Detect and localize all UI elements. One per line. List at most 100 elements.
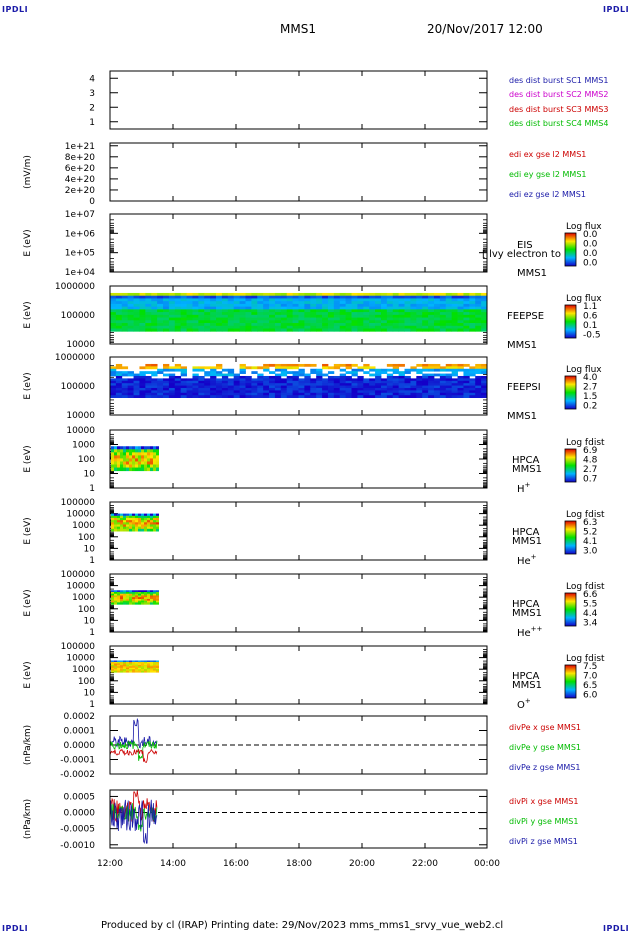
heatmap-cell (274, 292, 282, 297)
heatmap-cell (333, 292, 341, 297)
heatmap-cell (168, 306, 176, 310)
heatmap-cell (369, 380, 376, 384)
heatmap-cell (186, 320, 193, 324)
heatmap-cell (117, 600, 120, 603)
heatmap-cell (316, 317, 323, 321)
heatmap-cell (180, 387, 187, 391)
colorbar-tick-label: 0.0 (583, 249, 598, 259)
heatmap-cell (316, 385, 323, 389)
heatmap-cell (428, 295, 435, 299)
heatmap-cell (210, 390, 217, 394)
heatmap-cell (357, 292, 364, 297)
heatmap-cell (233, 292, 240, 297)
heatmap-cell (132, 593, 135, 596)
heatmap-cell (180, 385, 187, 389)
heatmap-cell (151, 383, 158, 386)
heatmap-cell (210, 375, 217, 379)
heatmap-cell (110, 368, 117, 372)
heatmap-cell (216, 309, 223, 313)
heatmap-cell (114, 522, 117, 525)
heatmap-cell (481, 395, 488, 398)
heatmap-cell (463, 378, 470, 382)
heatmap-cell (433, 301, 441, 305)
heatmap-cell (121, 325, 129, 329)
instrument-label: HPCA (512, 527, 540, 538)
heatmap-cell (141, 452, 144, 456)
heatmap-cell (192, 373, 199, 377)
heatmap-cell (114, 597, 117, 600)
heatmap-cell (123, 600, 126, 603)
heatmap-cell (304, 306, 311, 310)
panel-9: E (eV)100000100001000100101HPCAMMS1O+Log… (23, 642, 605, 711)
heatmap-cell (463, 312, 470, 316)
heatmap-cell (126, 600, 129, 603)
heatmap-cell (439, 298, 447, 302)
heatmap-cell (227, 309, 235, 313)
heatmap-cell (129, 602, 132, 605)
heatmap-cell (304, 375, 311, 379)
heatmap-cell (129, 663, 132, 666)
heatmap-cell (123, 593, 126, 596)
heatmap-cell (469, 390, 476, 394)
corner-label-bottom-right: IPDLI (603, 924, 630, 933)
heatmap-cell (433, 368, 441, 372)
heatmap-cell (157, 306, 164, 310)
heatmap-cell (327, 292, 335, 297)
heatmap-cell (475, 298, 482, 302)
heatmap-cell (404, 375, 411, 379)
heatmap-cell (310, 385, 317, 389)
colorbar-title: Log flux (566, 294, 602, 304)
heatmap-cell (463, 295, 470, 299)
heatmap-cell (141, 467, 144, 472)
heatmap-cell (257, 392, 264, 396)
heatmap-cell (139, 392, 146, 396)
heatmap-cell (186, 325, 193, 329)
heatmap-cell (227, 303, 235, 308)
heatmap-cell (433, 385, 441, 389)
heatmap-cell (210, 328, 217, 332)
heatmap-cell (156, 467, 159, 472)
heatmap-cell (274, 295, 282, 299)
heatmap-cell (157, 383, 164, 386)
colorbar-title: Log fdist (566, 654, 605, 664)
heatmap-cell (115, 314, 123, 318)
heatmap-cell (280, 378, 288, 382)
heatmap-cell (392, 298, 400, 302)
heatmap-cell (451, 395, 458, 398)
heatmap-cell (114, 515, 117, 519)
heatmap-cell (392, 395, 400, 398)
heatmap-cell (263, 325, 270, 329)
heatmap-cell (144, 522, 147, 525)
heatmap-cell (428, 303, 435, 308)
heatmap-cell (469, 383, 476, 386)
heatmap-cell (451, 298, 458, 302)
heatmap-cell (123, 513, 126, 517)
heatmap-cell (147, 464, 150, 469)
heatmap-cell (221, 385, 229, 389)
heatmap-cell (322, 363, 329, 367)
heatmap-cell (286, 325, 294, 329)
heatmap-cell (286, 387, 294, 391)
heatmap-cell (120, 597, 123, 600)
heatmap-cell (117, 446, 120, 450)
heatmap-cell (457, 378, 464, 382)
heatmap-cell (132, 446, 135, 450)
heatmap-cell (280, 383, 288, 386)
heatmap-cell (333, 383, 341, 386)
heatmap-cell (363, 295, 370, 299)
ytick-label: 4 (89, 74, 95, 84)
heatmap-cell (416, 390, 423, 394)
heatmap-cell (439, 380, 447, 384)
heatmap-cell (298, 373, 305, 377)
heatmap-cell (392, 301, 400, 305)
panel-ylabel: (nPa/km) (23, 799, 33, 839)
heatmap-cell (129, 595, 132, 598)
heatmap-cell (144, 515, 147, 519)
heatmap-cell (345, 390, 352, 394)
heatmap-cell (123, 591, 126, 595)
heatmap-cell (227, 371, 235, 374)
heatmap-cell (156, 595, 159, 598)
heatmap-cell (145, 383, 152, 386)
heatmap-cell (157, 368, 164, 372)
